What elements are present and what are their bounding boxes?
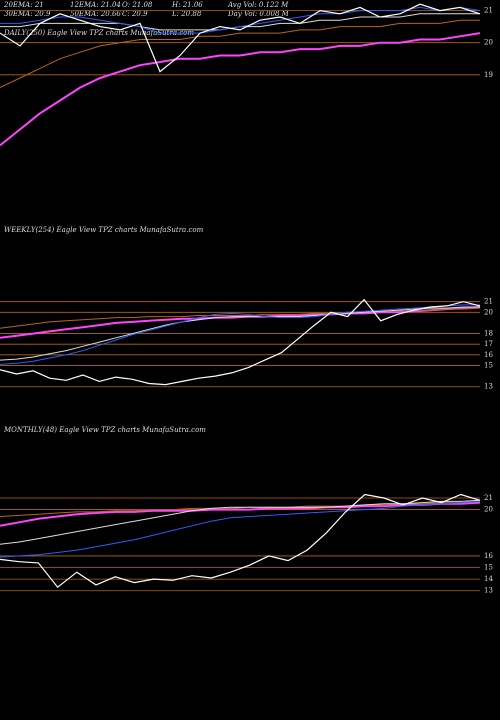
y-tick-label: 15 bbox=[484, 361, 493, 369]
header-stat: 30EMA: 20.9 bbox=[4, 10, 51, 18]
series-line bbox=[0, 298, 481, 386]
header-stat: H: 21.06 bbox=[171, 1, 203, 9]
header-stat: Avg Vol: 0.122 M bbox=[227, 1, 289, 9]
header-stat: 12EMA: 21.04 bbox=[70, 1, 121, 9]
y-tick-label: 16 bbox=[484, 552, 493, 560]
series-line bbox=[0, 32, 481, 147]
series-line bbox=[0, 6, 481, 34]
header-stat: 20EMA: 21 bbox=[3, 1, 44, 9]
panel-title: WEEKLY(254) Eagle View TPZ charts Munafa… bbox=[4, 226, 204, 234]
y-tick-label: 19 bbox=[484, 71, 493, 79]
header-stat: 50EMA: 20.66 bbox=[70, 10, 121, 18]
y-tick-label: 18 bbox=[484, 330, 493, 338]
series-line bbox=[0, 3, 481, 73]
y-tick-label: 21 bbox=[484, 298, 493, 306]
y-tick-label: 15 bbox=[484, 564, 493, 572]
y-tick-label: 20 bbox=[484, 308, 493, 316]
series-line bbox=[0, 499, 481, 545]
series-line bbox=[0, 493, 481, 589]
header-stat: C: 20.9 bbox=[122, 10, 148, 18]
y-tick-label: 13 bbox=[484, 383, 493, 391]
y-tick-label: 13 bbox=[484, 587, 493, 595]
y-tick-label: 21 bbox=[484, 7, 493, 15]
y-tick-label: 16 bbox=[484, 351, 493, 359]
y-tick-label: 20 bbox=[484, 39, 493, 47]
y-tick-label: 14 bbox=[484, 575, 493, 583]
header-stat: L: 20.88 bbox=[171, 10, 202, 18]
series-line bbox=[0, 500, 481, 558]
series-line bbox=[0, 307, 481, 329]
y-tick-label: 20 bbox=[484, 506, 493, 514]
series-line bbox=[0, 304, 480, 365]
series-line bbox=[0, 306, 480, 361]
header-stat: O: 21.08 bbox=[122, 1, 153, 9]
series-line bbox=[0, 501, 481, 527]
y-tick-label: 17 bbox=[484, 340, 493, 348]
panel-title: DAILY(250) Eagle View TPZ charts MunafaS… bbox=[3, 29, 194, 37]
y-tick-label: 21 bbox=[484, 494, 493, 502]
series-line bbox=[0, 19, 480, 89]
header-stat: Day Vol: 0.008 M bbox=[227, 10, 290, 18]
panel-title: MONTHLY(48) Eagle View TPZ charts Munafa… bbox=[3, 426, 206, 434]
